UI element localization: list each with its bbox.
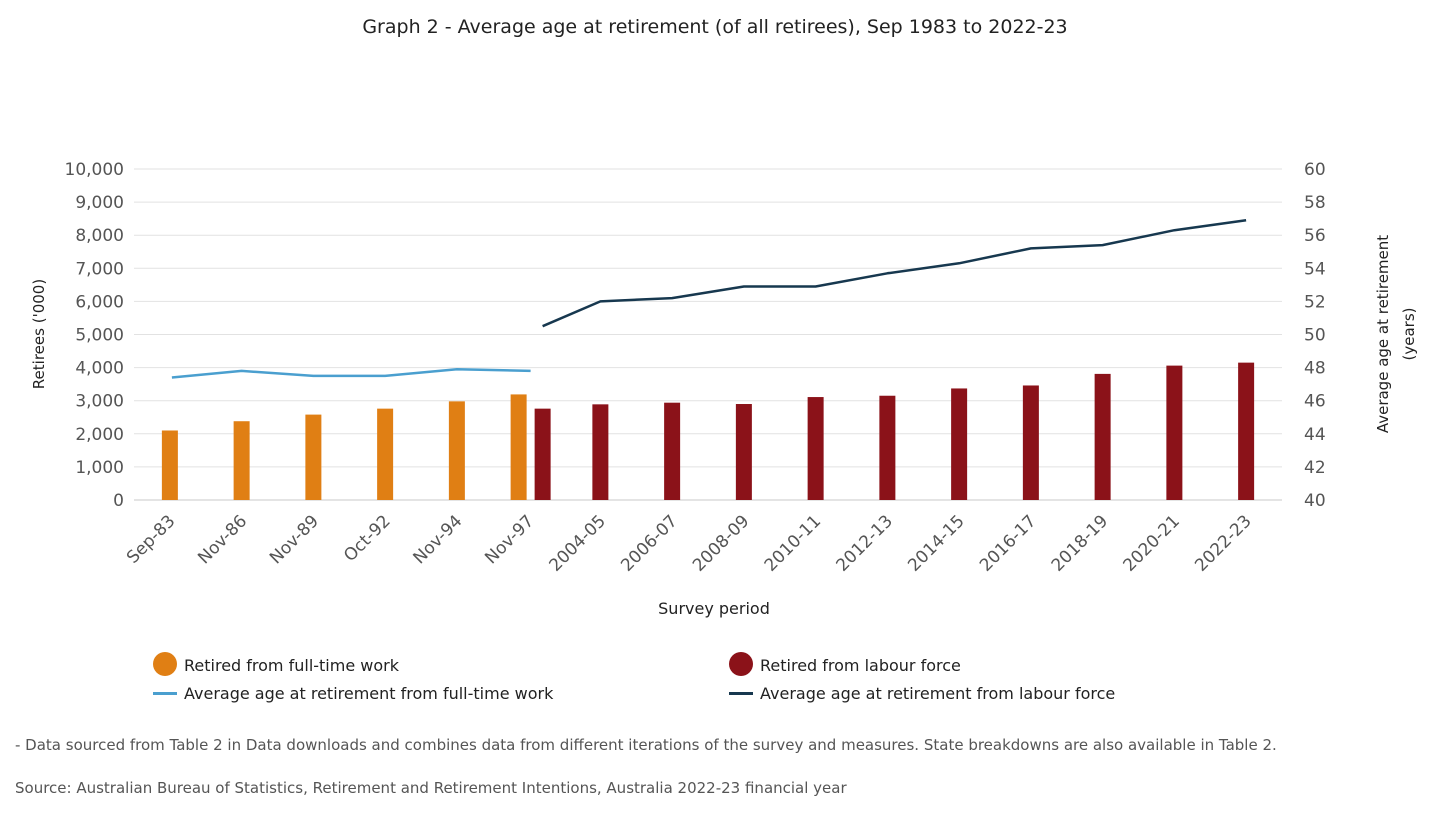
y-axis-label: Retirees ('000) bbox=[30, 279, 48, 389]
x-tick-label: 2010-11 bbox=[761, 511, 825, 575]
right-tick-label: 44 bbox=[1304, 425, 1326, 445]
right-tick-label: 46 bbox=[1304, 392, 1326, 412]
bar-labour-force bbox=[592, 404, 609, 500]
x-tick-label: 2004-05 bbox=[546, 511, 610, 575]
legend-label-full-time-line: Average age at retirement from full-time… bbox=[184, 684, 554, 703]
legend-label-full-time-bars: Retired from full-time work bbox=[184, 656, 399, 675]
right-tick-label: 42 bbox=[1304, 458, 1326, 478]
left-axis-ticks: 0 1,000 2,000 3,000 4,000 5,000 6,000 7,000 8,00… bbox=[65, 160, 124, 511]
x-tick-label: 2018-19 bbox=[1048, 511, 1112, 575]
x-tick-label: 2006-07 bbox=[617, 511, 681, 575]
left-tick-label: 2,000 bbox=[75, 425, 124, 445]
bar-labour-force bbox=[807, 397, 824, 500]
right-tick-label: 52 bbox=[1304, 292, 1326, 312]
bars bbox=[161, 362, 1255, 500]
right-tick-label: 60 bbox=[1304, 160, 1326, 180]
line-labour-force bbox=[542, 219, 1247, 328]
left-tick-label: 7,000 bbox=[75, 259, 124, 279]
bar-labour-force bbox=[664, 402, 681, 500]
bar-full-time bbox=[377, 408, 394, 500]
x-tick-label: 2020-21 bbox=[1120, 511, 1184, 575]
line-full-time bbox=[171, 368, 531, 379]
x-tick-label: Nov-89 bbox=[266, 511, 323, 568]
bar-full-time bbox=[448, 401, 465, 500]
bar-labour-force bbox=[951, 388, 968, 500]
bar-labour-force bbox=[1094, 373, 1111, 500]
left-tick-label: 9,000 bbox=[75, 193, 124, 213]
right-tick-label: 56 bbox=[1304, 226, 1326, 246]
lines bbox=[171, 219, 1247, 379]
bar-labour-force bbox=[1166, 365, 1183, 500]
legend-swatch-labour-force-line bbox=[729, 692, 753, 695]
right-tick-label: 48 bbox=[1304, 359, 1326, 379]
footnote-source: Source: Australian Bureau of Statistics,… bbox=[15, 779, 847, 797]
left-tick-label: 3,000 bbox=[75, 392, 124, 412]
left-tick-label: 10,000 bbox=[65, 160, 124, 180]
left-tick-label: 8,000 bbox=[75, 226, 124, 246]
legend-swatch-full-time-line bbox=[153, 692, 177, 695]
right-tick-label: 50 bbox=[1304, 326, 1326, 346]
bar-full-time bbox=[161, 430, 178, 500]
bar-labour-force bbox=[534, 408, 551, 500]
footnote-note: - Data sourced from Table 2 in Data down… bbox=[15, 736, 1277, 754]
x-tick-label: 2008-09 bbox=[689, 511, 753, 575]
x-axis-ticks: Sep-83 Nov-86 Nov-89 Oct-92 Nov-94 Nov-97 2004… bbox=[123, 511, 1256, 575]
y2-axis-label-line2: (years) bbox=[1400, 308, 1418, 361]
y2-axis-label-line1: Average age at retirement bbox=[1374, 235, 1392, 433]
bar-full-time bbox=[510, 394, 527, 500]
x-tick-label: Nov-86 bbox=[194, 511, 251, 568]
left-tick-label: 5,000 bbox=[75, 326, 124, 346]
grid-lines bbox=[134, 168, 1282, 501]
x-tick-label: 2022-23 bbox=[1191, 511, 1255, 575]
x-tick-label: Sep-83 bbox=[123, 511, 179, 567]
legend-label-labour-force-bars: Retired from labour force bbox=[760, 656, 961, 675]
legend-swatch-full-time-bars bbox=[153, 652, 177, 676]
x-tick-label: Nov-97 bbox=[481, 511, 538, 568]
left-tick-label: 6,000 bbox=[75, 292, 124, 312]
x-axis-label: Survey period bbox=[658, 599, 770, 618]
right-tick-label: 54 bbox=[1304, 259, 1326, 279]
left-tick-label: 0 bbox=[113, 491, 124, 511]
right-tick-label: 58 bbox=[1304, 193, 1326, 213]
bar-labour-force bbox=[1238, 362, 1255, 500]
x-tick-label: 2014-15 bbox=[904, 511, 968, 575]
bar-labour-force bbox=[879, 395, 896, 500]
x-tick-label: Nov-94 bbox=[409, 511, 466, 568]
bar-labour-force bbox=[1022, 385, 1039, 500]
bar-full-time bbox=[305, 414, 322, 500]
chart-title: Graph 2 - Average age at retirement (of … bbox=[362, 16, 1068, 38]
bar-labour-force bbox=[735, 404, 752, 500]
left-tick-label: 4,000 bbox=[75, 359, 124, 379]
right-axis-ticks: 40 42 44 46 48 50 52 54 56 58 60 bbox=[1304, 160, 1326, 511]
x-tick-label: 2016-17 bbox=[976, 511, 1040, 575]
x-tick-label: Oct-92 bbox=[340, 511, 395, 566]
x-tick-label: 2012-13 bbox=[833, 511, 897, 575]
left-tick-label: 1,000 bbox=[75, 458, 124, 478]
right-tick-label: 40 bbox=[1304, 491, 1326, 511]
bar-full-time bbox=[233, 421, 250, 500]
legend-label-labour-force-line: Average age at retirement from labour fo… bbox=[760, 684, 1116, 703]
legend-swatch-labour-force-bars bbox=[729, 652, 753, 676]
